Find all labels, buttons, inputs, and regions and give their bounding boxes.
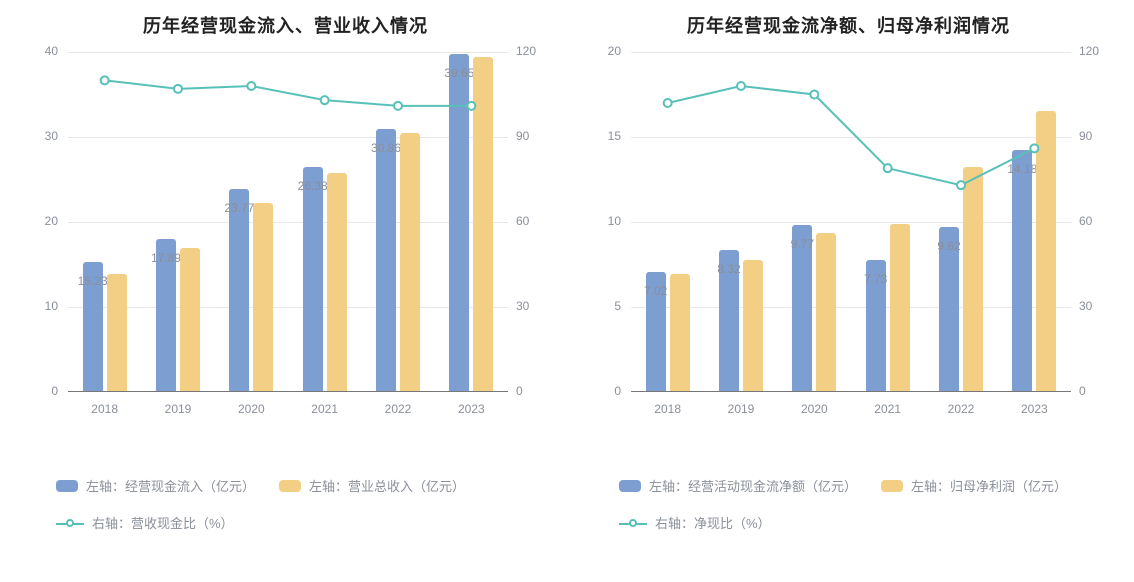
legend-item-net-cash-ratio: 右轴：净现比（%） xyxy=(619,513,771,532)
legend-swatch-bar xyxy=(56,480,78,492)
y-left-tick: 20 xyxy=(28,214,58,228)
legend-swatch-line xyxy=(56,517,84,529)
y-right-tick: 120 xyxy=(516,44,550,58)
legend-swatch-bar xyxy=(881,480,903,492)
x-category-label: 2022 xyxy=(948,402,975,416)
legend-item-net-cashflow: 左轴：经营活动现金流净额（亿元） xyxy=(619,476,857,495)
line-marker xyxy=(810,91,818,99)
charts-row: 历年经营现金流入、营业收入情况 0 10 20 30 40 0 30 60 90 120 15.23… xyxy=(0,0,1134,552)
x-category-label: 2023 xyxy=(458,402,485,416)
legend-swatch-bar xyxy=(279,480,301,492)
legend-item-cashflow-in: 左轴：经营现金流入（亿元） xyxy=(56,476,255,495)
y-left-tick: 10 xyxy=(28,299,58,313)
x-category-label: 2018 xyxy=(654,402,681,416)
y-right-tick: 120 xyxy=(1079,44,1113,58)
legend-item-revenue: 左轴：营业总收入（亿元） xyxy=(279,476,465,495)
x-category-label: 2018 xyxy=(91,402,118,416)
line-marker xyxy=(467,102,475,110)
chart-title: 历年经营现金流净额、归母净利润情况 xyxy=(587,12,1110,38)
line-net_cash_ratio xyxy=(631,52,1071,392)
chart-box: 0510152003060901207.028.329.777.739.6214… xyxy=(591,52,1106,432)
plot-area: 15.2317.8923.7726.3830.8639.65 xyxy=(68,52,508,392)
y-right-tick: 90 xyxy=(1079,129,1113,143)
y-left-tick: 0 xyxy=(28,384,58,398)
chart-left: 历年经营现金流入、营业收入情况 0 10 20 30 40 0 30 60 90 120 15.23… xyxy=(24,12,547,532)
chart-box: 010203040030609012015.2317.8923.7726.383… xyxy=(28,52,543,432)
y-left-tick: 20 xyxy=(591,44,621,58)
line-marker xyxy=(957,181,965,189)
line-cash_ratio xyxy=(68,52,508,392)
x-category-label: 2019 xyxy=(728,402,755,416)
y-right-tick: 30 xyxy=(1079,299,1113,313)
x-category-label: 2020 xyxy=(238,402,265,416)
legend-label: 右轴：净现比（%） xyxy=(655,513,771,532)
y-left-tick: 15 xyxy=(591,129,621,143)
y-right-tick: 60 xyxy=(516,214,550,228)
y-right-tick: 90 xyxy=(516,129,550,143)
line-marker xyxy=(1030,144,1038,152)
line-marker xyxy=(321,96,329,104)
x-category-label: 2019 xyxy=(165,402,192,416)
line-marker xyxy=(884,164,892,172)
y-right-tick: 60 xyxy=(1079,214,1113,228)
legend-swatch-line xyxy=(619,517,647,529)
y-left-tick: 30 xyxy=(28,129,58,143)
x-category-label: 2021 xyxy=(311,402,338,416)
chart-title: 历年经营现金流入、营业收入情况 xyxy=(24,12,547,38)
chart-right: 历年经营现金流净额、归母净利润情况 0 5 10 15 20 0 30 60 90 120 7.02… xyxy=(587,12,1110,532)
legend: 左轴：经营活动现金流净额（亿元） 左轴：归母净利润（亿元） 右轴：净现比（%） xyxy=(587,476,1110,532)
y-left-tick: 40 xyxy=(28,44,58,58)
x-category-label: 2021 xyxy=(874,402,901,416)
y-left-tick: 0 xyxy=(591,384,621,398)
legend-label: 左轴：归母净利润（亿元） xyxy=(911,476,1067,495)
line-marker xyxy=(174,85,182,93)
line-marker xyxy=(664,99,672,107)
line-marker xyxy=(101,76,109,84)
legend: 左轴：经营现金流入（亿元） 左轴：营业总收入（亿元） 右轴：营收现金比（%） xyxy=(24,476,547,532)
x-category-label: 2023 xyxy=(1021,402,1048,416)
y-right-tick: 30 xyxy=(516,299,550,313)
y-right-tick: 0 xyxy=(1079,384,1113,398)
line-marker xyxy=(737,82,745,90)
y-left-tick: 10 xyxy=(591,214,621,228)
line-marker xyxy=(247,82,255,90)
plot-area: 7.028.329.777.739.6214.18 xyxy=(631,52,1071,392)
legend-swatch-bar xyxy=(619,480,641,492)
legend-label: 左轴：经营活动现金流净额（亿元） xyxy=(649,476,857,495)
legend-item-cash-ratio: 右轴：营收现金比（%） xyxy=(56,513,234,532)
legend-item-net-profit: 左轴：归母净利润（亿元） xyxy=(881,476,1067,495)
x-category-label: 2020 xyxy=(801,402,828,416)
y-left-tick: 5 xyxy=(591,299,621,313)
legend-label: 右轴：营收现金比（%） xyxy=(92,513,234,532)
x-category-label: 2022 xyxy=(385,402,412,416)
legend-label: 左轴：经营现金流入（亿元） xyxy=(86,476,255,495)
legend-label: 左轴：营业总收入（亿元） xyxy=(309,476,465,495)
line-marker xyxy=(394,102,402,110)
y-right-tick: 0 xyxy=(516,384,550,398)
